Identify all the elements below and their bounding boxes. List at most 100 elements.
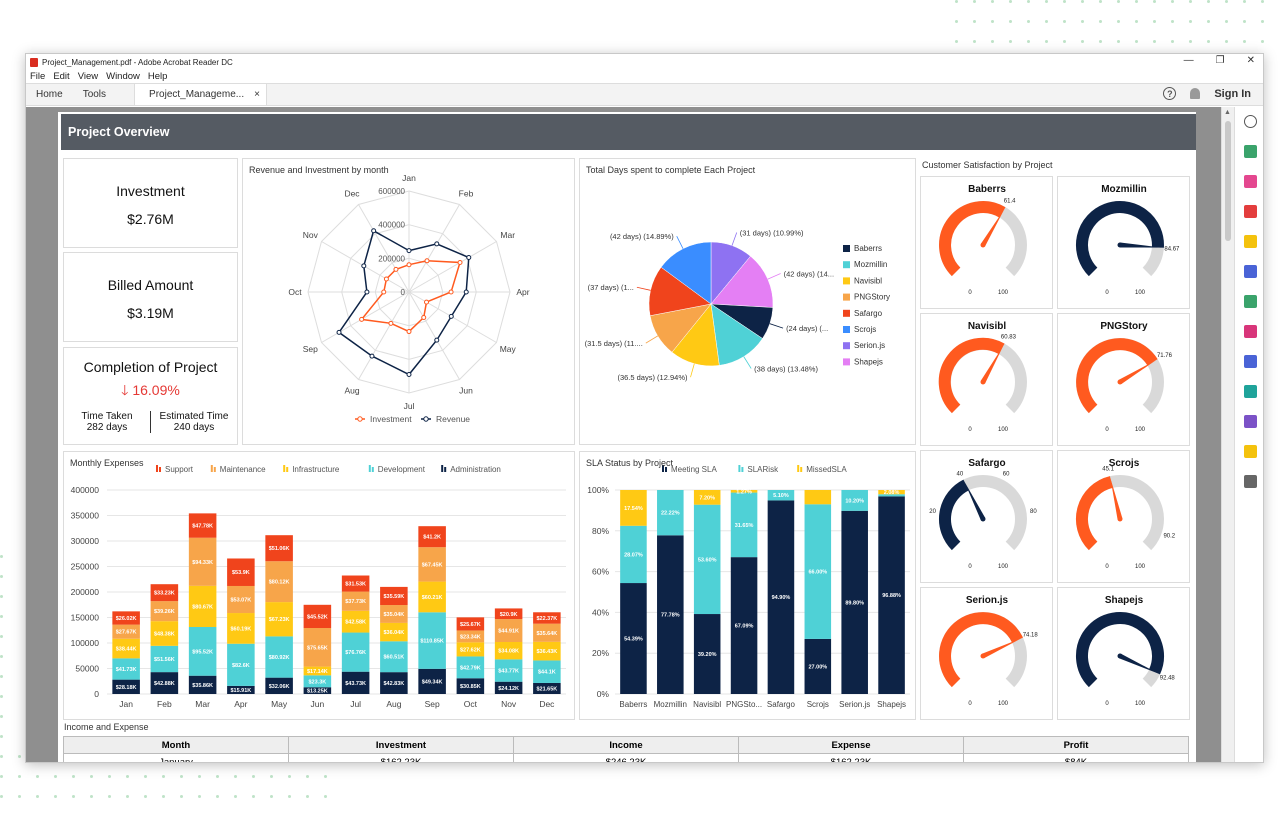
monthly-bar-label: $80.67K [192, 604, 213, 610]
monthly-y-tick: 400000 [71, 485, 100, 495]
close-tab-icon[interactable]: × [254, 89, 260, 100]
gauge-needle [980, 345, 1004, 384]
pie-data-label: (31.5 days) (11.... [585, 339, 643, 348]
menu-file[interactable]: File [30, 71, 46, 82]
monthly-bar-maintenance [188, 537, 217, 586]
pdf-page: Project Overview Investment $2.76M Bille… [58, 112, 1196, 762]
monthly-bar-label: $80.92K [269, 655, 290, 661]
monthly-bar-label: $67.23K [269, 617, 290, 623]
close-window-button[interactable]: ✕ [1246, 55, 1255, 66]
zoom-icon[interactable] [1244, 115, 1257, 128]
more-tools-icon[interactable] [1244, 475, 1257, 488]
monthly-legend-label: Administration [450, 465, 501, 474]
sla-y-tick: 80% [592, 526, 609, 536]
signature-icon[interactable] [1244, 415, 1257, 428]
pie-legend-swatch [843, 309, 850, 317]
radar-spoke [321, 291, 410, 343]
organize-pages-icon[interactable] [1244, 175, 1257, 188]
monthly-bar-support [456, 617, 485, 631]
monthly-bar-administration [227, 685, 255, 694]
sla-bar-slarisk [730, 492, 758, 558]
scroll-up-icon[interactable]: ▲ [1224, 109, 1231, 116]
billed-amount-card: Billed Amount $3.19M [63, 252, 238, 342]
sla-bar-slarisk [841, 490, 868, 511]
minimize-button[interactable]: — [1183, 55, 1194, 66]
sla-bar-label: 17.54% [624, 506, 643, 512]
monthly-bar-support [112, 611, 140, 625]
menu-window[interactable]: Window [106, 71, 140, 82]
help-icon[interactable]: ? [1163, 87, 1177, 100]
scroll-thumb[interactable] [1225, 121, 1231, 241]
monthly-expenses-chart: 400000 350000 300000 250000 200000 150000 1000… [71, 465, 566, 709]
pie-chart-card: Total Days spent to complete Each Projec… [579, 158, 916, 445]
radar-chart-title: Revenue and Investment by month [249, 165, 389, 175]
pie-slice-shapejs [710, 255, 774, 308]
sla-bar-meeting-sla [841, 510, 868, 694]
sla-x-tick: Serion.js [839, 700, 870, 709]
monthly-bar-support [380, 586, 408, 606]
sla-legend-swatch [800, 467, 803, 472]
pie-data-label: (31 days) (10.99%) [740, 228, 804, 237]
col-profit: Profit [963, 736, 1189, 754]
monthly-bar-label: $20.9K [500, 612, 518, 618]
compress-icon[interactable] [1244, 295, 1257, 308]
menu-view[interactable]: View [77, 71, 99, 82]
pie-legend-label: Safargo [854, 309, 883, 318]
menu-help[interactable]: Help [147, 71, 168, 82]
monthly-bar-maintenance [456, 630, 485, 643]
monthly-bar-label: $110.85K [420, 639, 444, 645]
protect-icon[interactable] [1244, 355, 1257, 368]
cell-investment: $162.23K [288, 753, 514, 762]
monthly-bar-label: $53.07K [230, 598, 251, 604]
radar-point [393, 266, 399, 272]
pie-leader-line [731, 232, 738, 246]
sign-in-button[interactable]: Sign In [1214, 87, 1251, 100]
create-pdf-icon[interactable] [1244, 205, 1257, 218]
maximize-button[interactable]: ❐ [1215, 55, 1225, 66]
combine-files-icon[interactable] [1244, 265, 1257, 278]
pie-leader-line [636, 286, 651, 291]
sla-bar-label: 27.00% [808, 664, 827, 670]
menu-edit[interactable]: Edit [53, 71, 70, 82]
monthly-bar-administration [150, 672, 179, 694]
monthly-bar-administration [456, 678, 485, 694]
monthly-y-tick: 350000 [71, 511, 100, 521]
send-review-icon[interactable] [1244, 445, 1257, 458]
monthly-legend-label: Infrastructure [292, 465, 340, 474]
monthly-bar-label: $75.65K [307, 645, 328, 651]
monthly-bar-label: $42.88K [154, 681, 175, 687]
monthly-legend-swatch [156, 465, 158, 472]
gauge-max-label: 100 [1135, 701, 1146, 707]
bell-icon[interactable] [1190, 88, 1201, 99]
completion-card: Completion of Project 🡓 16.09% Time Take… [63, 347, 238, 445]
monthly-bar-label: $26.02K [116, 616, 137, 622]
vertical-scrollbar[interactable]: ▲ [1221, 107, 1234, 762]
comment-icon[interactable] [1244, 235, 1257, 248]
monthly-bar-administration [265, 677, 293, 694]
monthly-bar-infrastructure [265, 602, 293, 637]
sla-y-tick: 0% [597, 689, 610, 699]
gauge-title: Safargo [968, 458, 1005, 469]
gauge-max-label: 100 [1135, 427, 1146, 433]
col-investment: Investment [288, 736, 514, 754]
tab-home[interactable]: Home [36, 89, 63, 100]
radar-point [421, 315, 427, 321]
income-table: Month Investment Income Expense Profit J… [63, 736, 1189, 762]
pie-legend-swatch [843, 261, 850, 269]
sla-legend-label: Meeting SLA [671, 465, 717, 474]
pie-legend-label: PNGStory [854, 293, 890, 302]
monthly-legend-swatch [444, 467, 447, 472]
radar-point [406, 371, 412, 377]
gauge-title: Navisibl [968, 321, 1007, 332]
scan-icon[interactable] [1244, 385, 1257, 398]
col-expense: Expense [738, 736, 964, 754]
radar-chart: Jan Feb Mar Apr May Jun Jul Aug Sep Oct Nov Dec 6000… [288, 173, 529, 424]
export-pdf-icon[interactable] [1244, 145, 1257, 158]
fill-sign-icon[interactable] [1244, 325, 1257, 338]
tab-document[interactable]: Project_Manageme... × [134, 84, 267, 105]
monthly-bar-administration [418, 668, 446, 694]
radar-category-label: Aug [344, 386, 359, 396]
tab-tools[interactable]: Tools [82, 89, 107, 100]
radar-point [448, 313, 454, 319]
radar-spoke [408, 291, 460, 380]
